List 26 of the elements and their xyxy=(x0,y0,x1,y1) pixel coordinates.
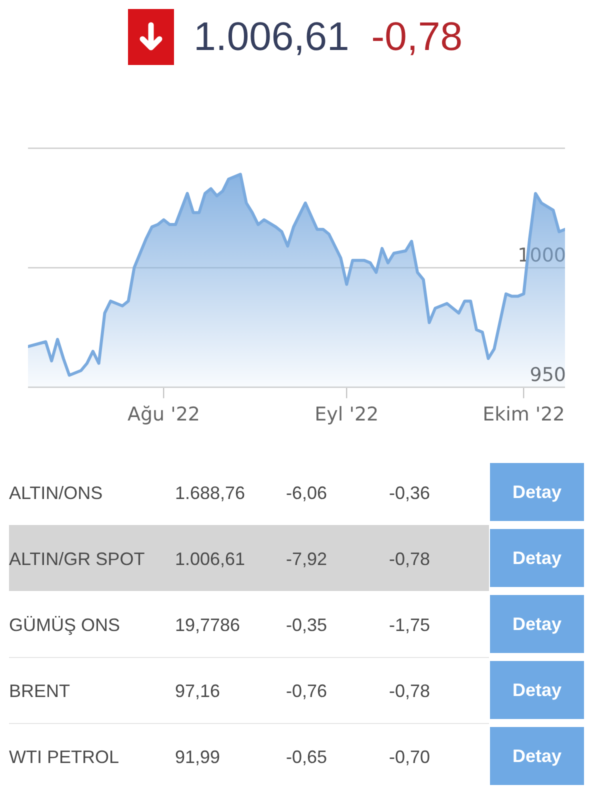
text: 97,16 xyxy=(175,680,220,703)
text: -0,36 xyxy=(389,482,430,505)
text: 19,7786 xyxy=(175,614,240,637)
text: 1.006,61 xyxy=(175,548,246,571)
text: WTI PETROL xyxy=(9,746,120,769)
text: -0,65 xyxy=(286,746,328,769)
text: -0,78 xyxy=(389,680,430,703)
text: -7,92 xyxy=(286,548,328,571)
chart-title: 1.006,61 xyxy=(194,15,350,59)
x-tick-label: Ağu '22 xyxy=(127,404,200,426)
text: -0,78 xyxy=(389,548,430,571)
text: 1.688,76 xyxy=(175,482,246,505)
text: ALTIN/ONS xyxy=(9,482,103,505)
text: 91,99 xyxy=(175,746,220,769)
text: -0,76 xyxy=(286,680,328,703)
text: -0,70 xyxy=(389,746,430,769)
text: GÜMÜŞ ONS xyxy=(9,614,120,637)
x-tick-label: Ekim '22 xyxy=(482,404,565,426)
text: -1,75 xyxy=(389,614,430,637)
text: ALTIN/GR SPOT xyxy=(9,548,145,571)
y-tick-label: 950 xyxy=(530,364,566,386)
text: -6,06 xyxy=(286,482,328,505)
text: BRENT xyxy=(9,680,70,703)
x-tick-label: Eyl '22 xyxy=(314,404,379,426)
text: -0,35 xyxy=(286,614,328,637)
chart-subtitle: -0,78 xyxy=(371,15,462,59)
